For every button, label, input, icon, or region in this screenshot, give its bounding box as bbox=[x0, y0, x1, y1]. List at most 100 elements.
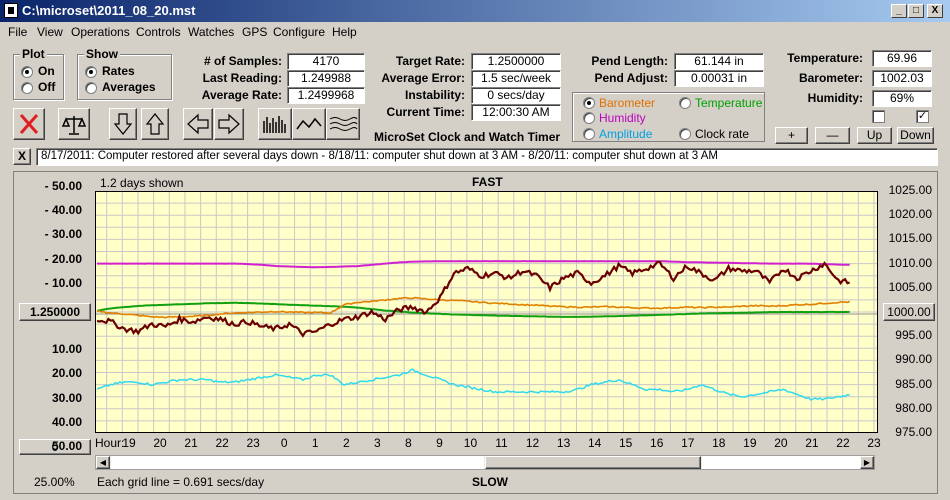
right-axis-tick: 980.00 bbox=[895, 400, 932, 415]
hour-tick: 3 bbox=[373, 436, 381, 450]
scroll-left-arrow[interactable]: ◀ bbox=[96, 456, 110, 469]
horizontal-scrollbar[interactable]: ◀ ▶ bbox=[95, 455, 875, 470]
overlay-humidity-radio[interactable] bbox=[583, 112, 595, 124]
hour-tick: 20 bbox=[774, 436, 788, 450]
line-graph-button[interactable] bbox=[292, 108, 326, 140]
close-button[interactable]: X bbox=[927, 4, 943, 18]
plot-on-label: On bbox=[38, 64, 55, 78]
offset-value-button[interactable]: 0 bbox=[19, 439, 91, 455]
hour-tick: 13 bbox=[556, 436, 571, 450]
average-error-label: Average Error: bbox=[381, 71, 465, 85]
scroll-down-button[interactable] bbox=[109, 108, 137, 140]
minimize-button[interactable]: _ bbox=[891, 4, 907, 18]
left-axis-tick: - 20.00 bbox=[44, 251, 82, 266]
left-axis-tick: 50.00 bbox=[51, 439, 82, 453]
menu-help[interactable]: Help bbox=[332, 25, 357, 39]
overlay-temperature-radio[interactable] bbox=[679, 97, 691, 109]
chart-canvas bbox=[95, 191, 878, 433]
scroll-up-button[interactable] bbox=[141, 108, 169, 140]
right-center-value: 1000.00 bbox=[883, 303, 935, 321]
humidity-label: Humidity: bbox=[807, 91, 863, 105]
show-averages-radio[interactable] bbox=[85, 82, 97, 94]
plus-button[interactable]: + bbox=[775, 127, 808, 144]
minus-button[interactable]: — bbox=[815, 127, 850, 144]
hour-tick: 19 bbox=[122, 436, 136, 450]
notes-field[interactable]: 8/17/2011: Computer restored after sever… bbox=[36, 148, 938, 166]
overlay-amplitude-radio[interactable] bbox=[583, 128, 595, 140]
pend-length-label: Pend Length: bbox=[591, 54, 668, 68]
left-axis-tick: - 50.00 bbox=[44, 179, 82, 193]
menu-controls[interactable]: Controls bbox=[136, 25, 181, 39]
option-checkbox-1[interactable] bbox=[872, 110, 885, 123]
up-button[interactable]: Up bbox=[857, 127, 892, 144]
hour-tick: 14 bbox=[587, 436, 602, 450]
samples-label: # of Samples: bbox=[203, 54, 282, 68]
hour-tick: 19 bbox=[743, 436, 757, 450]
menu-gps[interactable]: GPS bbox=[242, 25, 268, 39]
menu-bar: File View Operations Controls Watches GP… bbox=[0, 22, 950, 42]
zoom-label: 25.00% bbox=[34, 475, 75, 489]
center-value-button[interactable]: 1.250000 bbox=[19, 303, 91, 321]
clear-button[interactable] bbox=[13, 108, 45, 140]
notes-close-button[interactable]: X bbox=[13, 148, 31, 165]
plot-on-radio[interactable] bbox=[21, 66, 33, 78]
show-group: Show Rates Averages bbox=[77, 47, 172, 100]
target-rate-field[interactable]: 1.2500000 bbox=[471, 53, 561, 70]
plot-off-radio[interactable] bbox=[21, 82, 33, 94]
hour-tick: 20 bbox=[153, 436, 167, 450]
series-amplitude bbox=[96, 368, 850, 401]
last-reading-label: Last Reading: bbox=[202, 71, 282, 85]
overlay-barometer-radio[interactable] bbox=[583, 97, 595, 109]
menu-operations[interactable]: Operations bbox=[71, 25, 130, 39]
overlay-group: Barometer Temperature Humidity Amplitude… bbox=[572, 92, 765, 142]
samples-field: 4170 bbox=[287, 53, 365, 70]
average-error-field: 1.5 sec/week bbox=[471, 70, 561, 87]
plot-group-title: Plot bbox=[20, 47, 47, 61]
scroll-right-button[interactable] bbox=[214, 108, 244, 140]
bar-graph-icon bbox=[263, 116, 286, 133]
line-graph-icon bbox=[296, 117, 322, 130]
menu-configure[interactable]: Configure bbox=[273, 25, 326, 39]
scrollbar-track-left bbox=[111, 456, 484, 469]
left-axis-tick: 40.00 bbox=[51, 414, 82, 429]
down-button[interactable]: Down bbox=[897, 127, 934, 144]
menu-view[interactable]: View bbox=[37, 25, 63, 39]
last-reading-field: 1.249988 bbox=[287, 70, 365, 87]
wave-graph-button[interactable] bbox=[326, 108, 360, 140]
left-axis-tick: - 30.00 bbox=[44, 227, 82, 242]
left-axis-tick: 20.00 bbox=[51, 366, 82, 381]
right-axis-tick: 975.00 bbox=[895, 425, 932, 439]
hour-tick: 11 bbox=[495, 436, 508, 450]
clear-x-icon bbox=[19, 114, 39, 134]
hour-tick: 18 bbox=[712, 436, 726, 450]
series-barometer bbox=[97, 296, 851, 319]
hour-tick: 22 bbox=[836, 436, 850, 450]
slow-label: SLOW bbox=[472, 475, 508, 489]
hour-tick: 23 bbox=[246, 436, 260, 450]
option-checkbox-2[interactable]: ✓ bbox=[916, 110, 929, 123]
menu-watches[interactable]: Watches bbox=[188, 25, 235, 39]
menu-file[interactable]: File bbox=[8, 25, 28, 39]
bar-graph-button[interactable] bbox=[258, 108, 292, 140]
overlay-clock-rate-label: Clock rate bbox=[695, 127, 750, 141]
scrollbar-thumb[interactable] bbox=[485, 456, 701, 469]
grid-note-label: Each grid line = 0.691 secs/day bbox=[97, 475, 265, 489]
current-time-field: 12:00:30 AM bbox=[471, 104, 561, 121]
left-axis-tick: 30.00 bbox=[51, 390, 82, 405]
title-bar: C:\microset\2011_08_20.mst _ □ X bbox=[0, 0, 950, 22]
maximize-button[interactable]: □ bbox=[908, 4, 924, 18]
hour-axis-label: Hour: bbox=[95, 436, 125, 450]
hour-tick: 16 bbox=[650, 436, 664, 450]
right-axis-tick: 1015.00 bbox=[888, 231, 932, 246]
show-rates-radio[interactable] bbox=[85, 66, 97, 78]
balance-scale-icon bbox=[61, 116, 87, 135]
scroll-right-arrow[interactable]: ▶ bbox=[860, 456, 874, 469]
scroll-left-button[interactable] bbox=[183, 108, 213, 140]
hour-tick: 0 bbox=[280, 436, 288, 450]
window-title: C:\microset\2011_08_20.mst bbox=[22, 3, 196, 18]
scrollbar-track-right bbox=[702, 456, 860, 469]
right-axis-tick: 1005.00 bbox=[888, 279, 932, 294]
overlay-clock-rate-radio[interactable] bbox=[679, 128, 691, 140]
balance-button[interactable] bbox=[58, 108, 90, 140]
arrow-right-icon bbox=[218, 113, 240, 135]
